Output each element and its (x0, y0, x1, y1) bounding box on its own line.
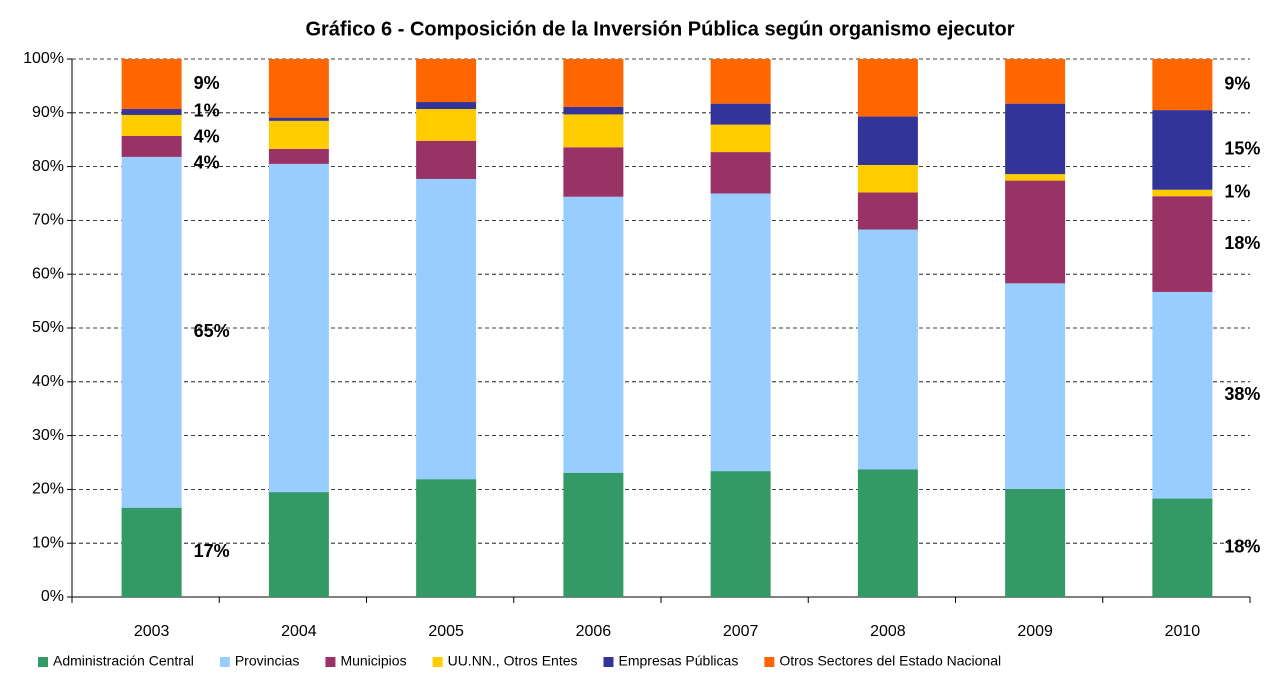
value-label: 15% (1224, 139, 1260, 159)
bar-segment (857, 192, 918, 230)
bar-segment (857, 229, 918, 470)
bar-segment (121, 114, 182, 136)
x-tick-label: 2010 (1165, 623, 1201, 640)
legend-label: Empresas Públicas (619, 653, 739, 669)
bar-segment (857, 116, 918, 165)
bar-segment (563, 147, 624, 197)
value-label: 38% (1224, 384, 1260, 404)
legend-swatch (38, 657, 48, 667)
bar-segment (121, 507, 182, 597)
x-tick-label: 2006 (576, 623, 612, 640)
bar-segment (1152, 498, 1213, 597)
value-label: 18% (1224, 537, 1260, 557)
y-tick-label: 10% (32, 534, 64, 551)
bar-segment (416, 479, 477, 597)
y-tick-label: 50% (32, 319, 64, 336)
legend-label: Provincias (235, 653, 300, 669)
y-tick-label: 20% (32, 481, 64, 498)
x-tick-label: 2004 (281, 623, 317, 640)
bar-segment (121, 59, 182, 110)
bar-segment (268, 120, 329, 149)
bar-segment (1005, 103, 1066, 175)
value-label: 65% (194, 321, 230, 341)
bar-segment (1005, 59, 1066, 104)
bar-segment (1152, 110, 1213, 190)
bar-segment (1152, 291, 1213, 499)
bar-segment (416, 102, 477, 110)
legend-swatch (219, 657, 230, 667)
bar-segment (121, 156, 182, 508)
bar-segment (710, 152, 771, 194)
legend-label: Municipios (340, 653, 406, 669)
legend-label: Otros Sectores del Estado Nacional (779, 653, 1001, 669)
bar-segment (416, 109, 477, 141)
value-label: 1% (194, 101, 220, 121)
bar-segment (416, 178, 477, 480)
bar-segment (710, 193, 771, 472)
x-tick-label: 2009 (1017, 623, 1053, 640)
y-tick-label: 60% (32, 265, 64, 282)
value-label: 9% (194, 73, 220, 93)
legend-swatch (325, 657, 336, 667)
value-label: 1% (1224, 182, 1250, 202)
bar-segment (268, 148, 329, 164)
x-tick-label: 2007 (723, 623, 759, 640)
legend-swatch (603, 657, 614, 667)
y-tick-label: 80% (32, 158, 64, 175)
bar-segment (416, 59, 477, 103)
bar-segment (1005, 488, 1066, 597)
x-tick-label: 2003 (134, 623, 170, 640)
bar-segment (563, 106, 624, 115)
bar-segment (857, 164, 918, 193)
bar-segment (1005, 174, 1066, 181)
legend-label: UU.NN., Otros Entes (448, 653, 578, 669)
bar-segment (268, 59, 329, 118)
y-tick-label: 0% (41, 588, 64, 605)
y-tick-label: 100% (23, 50, 64, 67)
value-label: 4% (194, 127, 220, 147)
bar-segment (710, 59, 771, 104)
y-tick-label: 40% (32, 373, 64, 390)
bar-segment (416, 140, 477, 179)
bar-segment (563, 59, 624, 107)
chart-title: Gráfico 6 - Composición de la Inversión … (305, 18, 1014, 40)
legend-label: Administración Central (53, 653, 194, 669)
value-label: 18% (1224, 233, 1260, 253)
bar-segment (1005, 283, 1066, 489)
bar-segment (1152, 189, 1213, 197)
y-tick-label: 90% (32, 104, 64, 121)
x-tick-label: 2005 (428, 623, 464, 640)
bar-segment (710, 103, 771, 125)
bar-segment (710, 471, 771, 597)
value-label: 9% (1224, 73, 1250, 93)
x-tick-label: 2008 (870, 623, 906, 640)
legend-swatch (764, 657, 775, 667)
bar-segment (1152, 196, 1213, 292)
y-tick-label: 30% (32, 427, 64, 444)
value-label: 17% (194, 541, 230, 561)
bar-segment (857, 469, 918, 597)
bar-segment (1005, 180, 1066, 284)
bar-segment (563, 196, 624, 473)
bar-segment (1152, 59, 1213, 111)
bar-segment (268, 163, 329, 493)
value-label: 4% (194, 153, 220, 173)
bar-segment (563, 472, 624, 597)
bar-segment (268, 117, 329, 121)
bar-segment (121, 109, 182, 115)
bar-segment (563, 114, 624, 148)
bar-segment (710, 124, 771, 153)
bar-segment (121, 135, 182, 157)
legend-swatch (432, 657, 443, 667)
y-tick-label: 70% (32, 212, 64, 229)
bar-segment (268, 492, 329, 597)
bar-segment (857, 59, 918, 117)
